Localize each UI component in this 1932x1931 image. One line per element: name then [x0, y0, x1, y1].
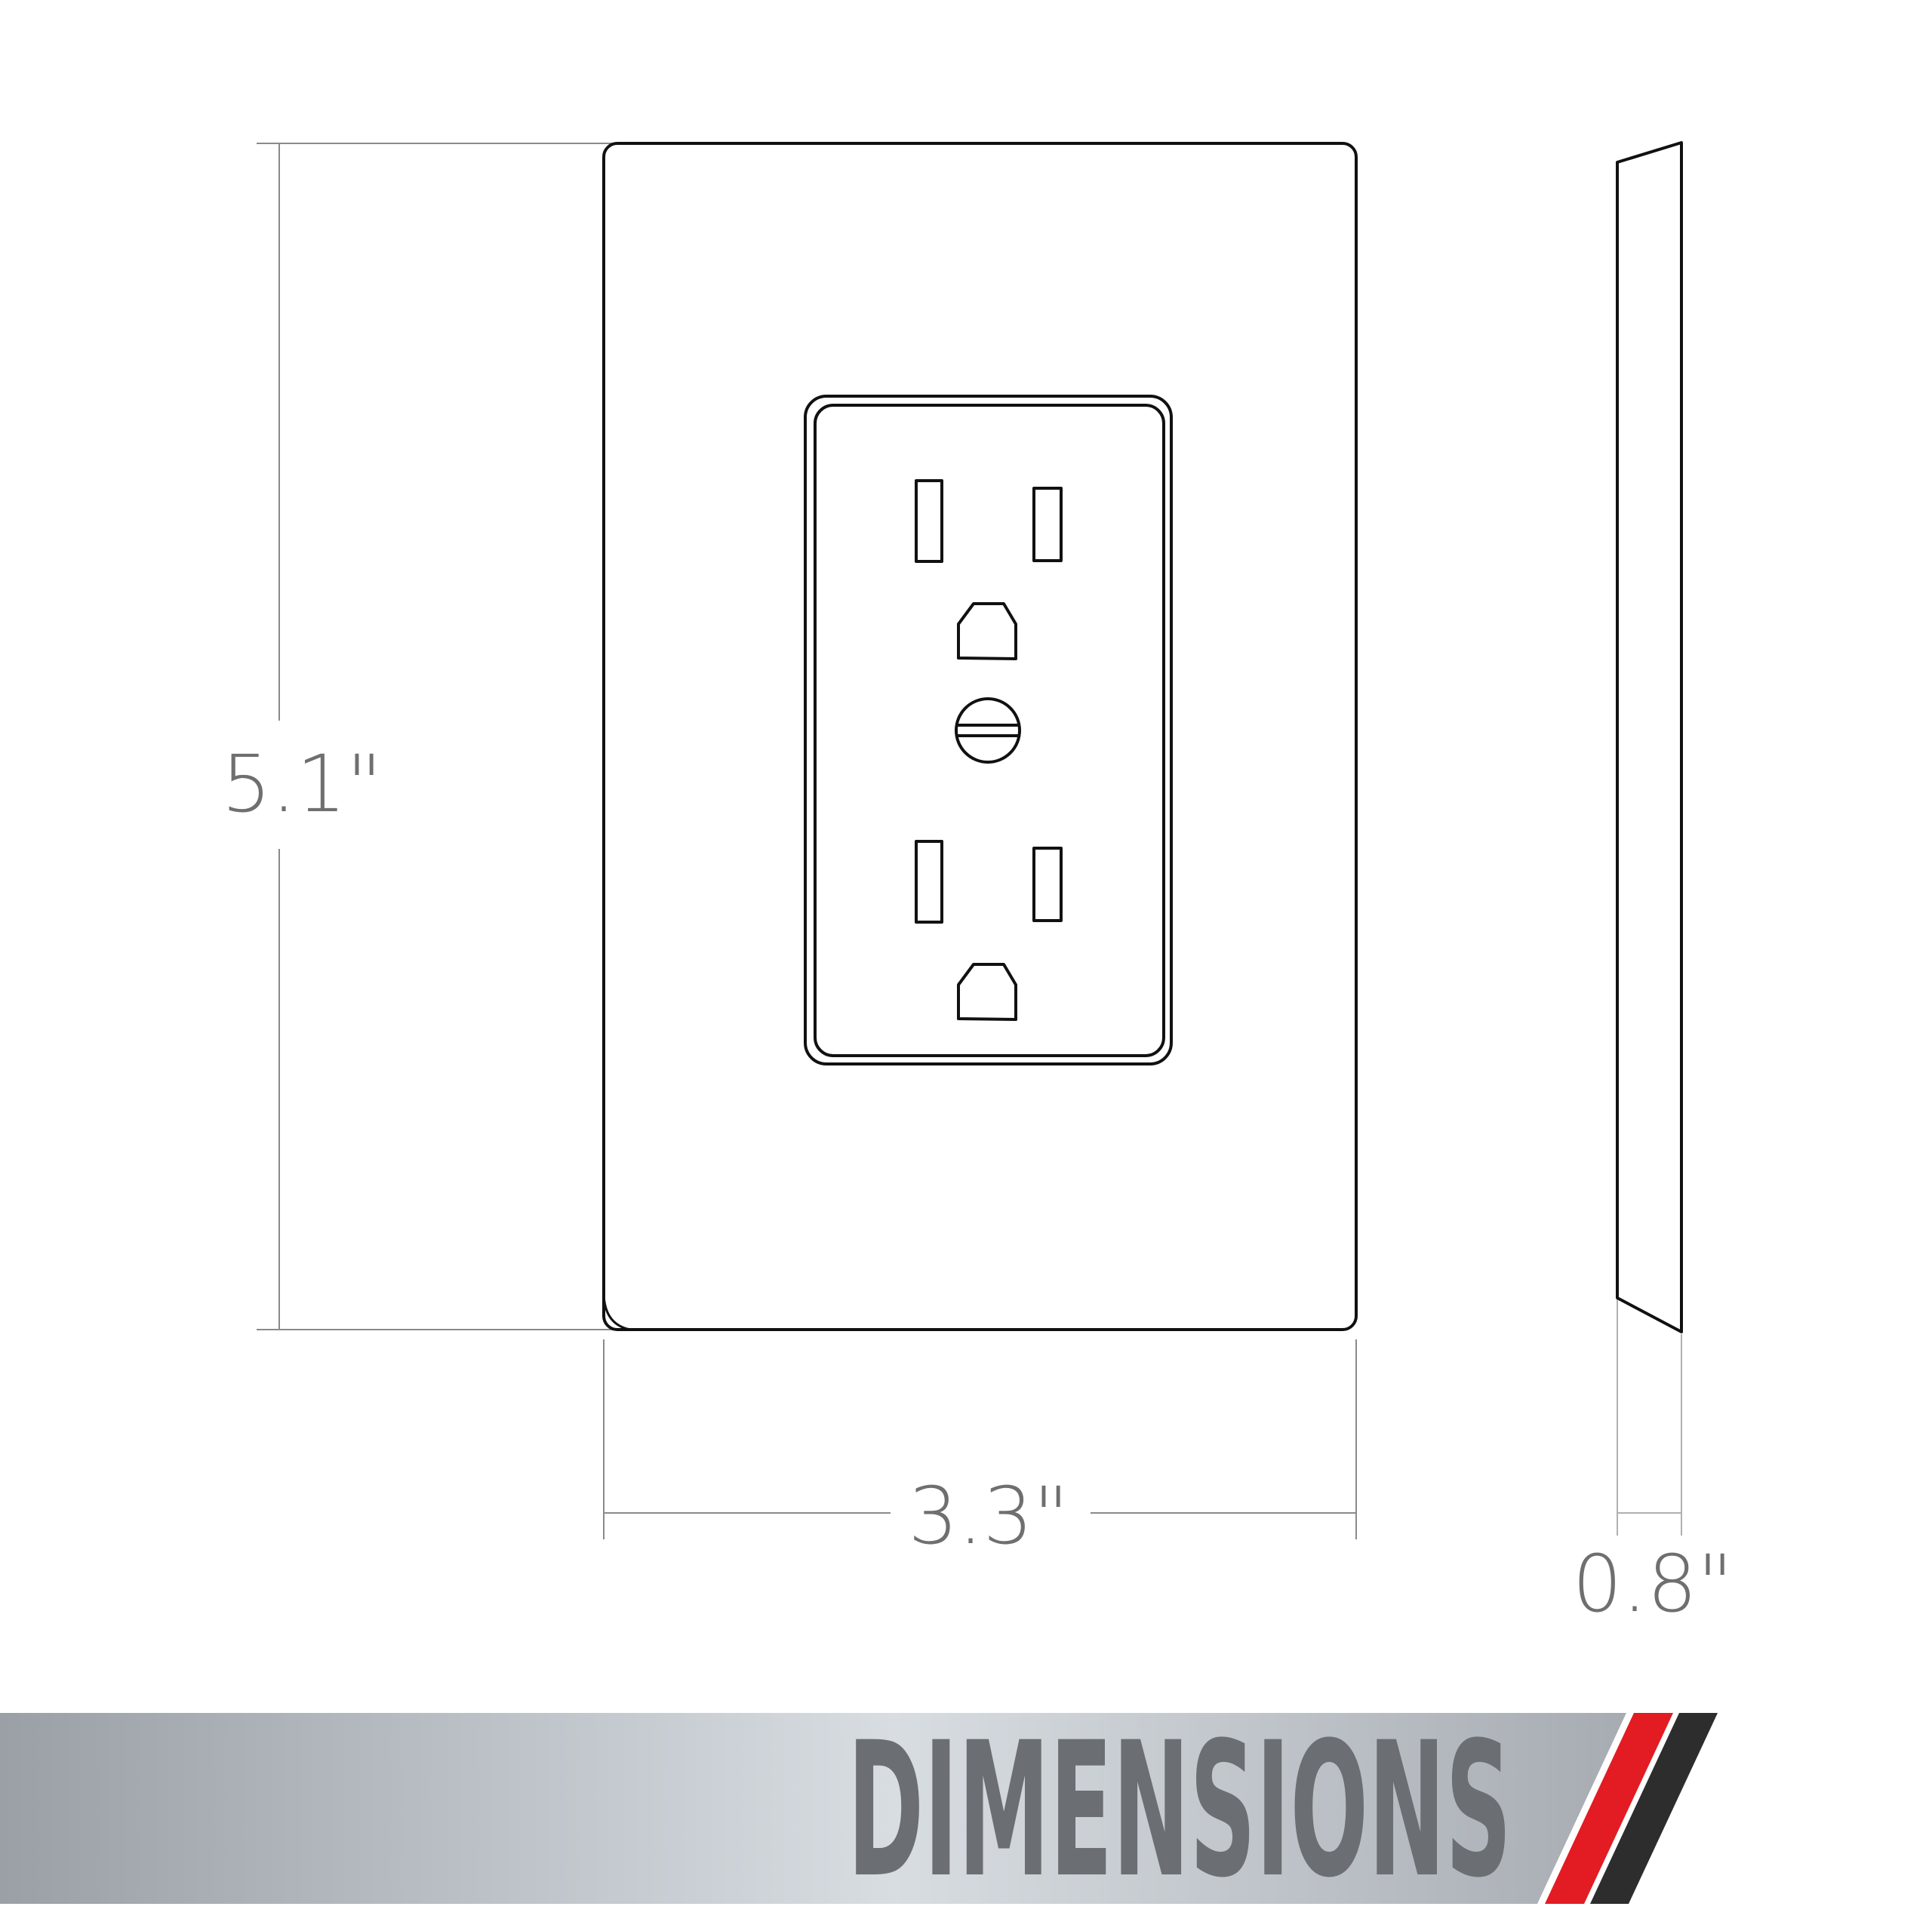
upper-slot-neutral	[915, 479, 943, 563]
width-dimension	[603, 1339, 1357, 1539]
height-dimension	[257, 143, 664, 1330]
duplex-outlet-icon	[804, 395, 1173, 1065]
upper-ground-hole	[957, 602, 1017, 660]
depth-label: 0.8"	[1572, 1538, 1733, 1630]
depth-dimension	[1617, 1298, 1682, 1536]
banner-dark-stripe	[1590, 1713, 1718, 1904]
outlet-inner-frame	[814, 404, 1165, 1057]
height-label: 5.1"	[221, 738, 382, 830]
banner-red-stripe	[1545, 1713, 1673, 1904]
dimensions-banner: DIMENSIONS	[0, 1703, 1718, 1919]
plate-outline	[602, 142, 1358, 1331]
screw-head	[955, 697, 1021, 764]
wall-plate-front-icon	[602, 142, 1358, 1331]
outlet-outer-frame	[804, 395, 1173, 1065]
lower-slot-hot	[1032, 847, 1063, 922]
screw-icon	[955, 697, 1021, 764]
width-label: 3.3"	[908, 1470, 1069, 1562]
lower-slot-neutral	[915, 840, 943, 924]
wall-plate-side-profile-icon	[1616, 141, 1683, 1333]
banner-title: DIMENSIONS	[848, 1703, 1512, 1919]
lower-ground-hole	[957, 963, 1017, 1021]
plate-corner-detail	[602, 1291, 631, 1331]
upper-slot-hot	[1032, 487, 1063, 562]
banner-background	[0, 1713, 1626, 1904]
